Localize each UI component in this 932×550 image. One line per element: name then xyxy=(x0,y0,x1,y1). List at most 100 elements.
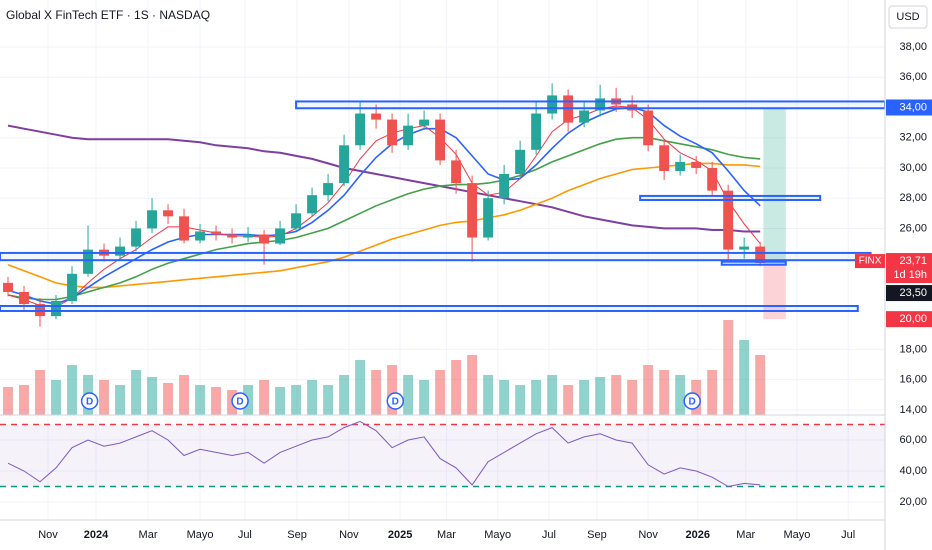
candle-body xyxy=(403,125,414,146)
candle-body xyxy=(147,210,157,229)
candle-body xyxy=(675,161,686,171)
candle-body xyxy=(707,167,718,191)
rsi-line xyxy=(7,420,761,488)
volume-bar xyxy=(163,383,173,415)
volume-bar xyxy=(611,375,622,415)
x-tick-label: Mar xyxy=(139,529,158,541)
dividend-label: D xyxy=(392,397,399,408)
rsi-tick-label: 60,00 xyxy=(899,434,927,446)
volume-bar xyxy=(483,375,494,415)
candle-body xyxy=(51,301,61,317)
candle-body xyxy=(739,246,750,250)
y-tick-label: 14,00 xyxy=(899,404,927,416)
volume-bar xyxy=(547,375,558,415)
dividend-marker[interactable] xyxy=(683,392,701,410)
dividend-marker[interactable] xyxy=(80,392,99,410)
candle-body xyxy=(387,119,398,146)
y-tick-label: 16,00 xyxy=(899,374,927,386)
rsi-band xyxy=(0,424,885,487)
y-tick-label: 26,00 xyxy=(899,222,927,234)
rsi-tick-label: 20,00 xyxy=(899,496,927,508)
volume-bar xyxy=(211,387,222,415)
moving-average xyxy=(7,136,761,301)
volume-bar xyxy=(115,385,125,415)
candle-body xyxy=(451,160,462,184)
volume-bar xyxy=(723,320,734,415)
candle-body xyxy=(483,198,494,238)
volume-bar xyxy=(195,385,206,415)
level-zone xyxy=(0,304,859,312)
level-zone xyxy=(639,194,822,202)
dividend-label: D xyxy=(86,397,93,408)
volume-bar xyxy=(339,375,350,415)
volume-bar xyxy=(499,380,510,415)
y-tick-label: 18,00 xyxy=(899,343,927,355)
candle-body xyxy=(691,161,702,168)
currency-box[interactable] xyxy=(888,5,928,29)
chart-title: Global X FinTech ETF · 1S · NASDAQ xyxy=(6,8,210,22)
candle-body xyxy=(259,234,270,244)
candle-body xyxy=(227,234,238,238)
candle-body xyxy=(67,273,77,302)
symbol-tag xyxy=(855,254,885,269)
candle-body xyxy=(83,249,93,274)
volume-bar xyxy=(19,385,29,415)
currency[interactable]: USD xyxy=(896,11,919,23)
dividend-label: D xyxy=(236,397,243,408)
x-tick-label: Jul xyxy=(238,529,252,541)
moving-average xyxy=(7,124,761,233)
price-tag xyxy=(886,253,932,284)
candle-body xyxy=(275,228,286,244)
volume-bar xyxy=(131,370,141,415)
dividend-marker[interactable] xyxy=(386,392,405,410)
volume-bar xyxy=(387,365,398,415)
x-tick-label: Nov xyxy=(638,529,658,541)
level-zone xyxy=(0,251,872,262)
rsi-layer xyxy=(0,420,885,488)
candle-body xyxy=(499,174,510,199)
candle-body xyxy=(755,246,766,264)
volume-bar xyxy=(435,370,446,415)
candle-body xyxy=(131,228,141,247)
volume-bar xyxy=(659,370,670,415)
moving-average xyxy=(7,162,761,289)
volume-bar xyxy=(371,370,382,415)
x-tick-label: Mar xyxy=(437,529,456,541)
volume-bar xyxy=(99,380,109,415)
price-tag-label: 34,00 xyxy=(899,101,927,113)
x-tick-label: Nov xyxy=(339,529,359,541)
candle-layer xyxy=(3,83,766,327)
candle-body xyxy=(419,119,430,126)
candle-body xyxy=(531,113,542,150)
price-tag-label: 23,71 xyxy=(899,255,927,267)
x-tick-label: Nov xyxy=(38,529,58,541)
volume-bar xyxy=(275,387,286,415)
volume-bar xyxy=(643,365,654,415)
volume-bar xyxy=(707,370,718,415)
volume-bar xyxy=(739,340,750,415)
x-tick-label: Mar xyxy=(736,529,755,541)
level-zone xyxy=(720,260,787,266)
volume-bar xyxy=(595,377,606,415)
volume-bar xyxy=(515,385,526,415)
volume-bar xyxy=(563,385,574,415)
candle-body xyxy=(307,195,318,214)
price-tag xyxy=(886,285,932,302)
price-tag xyxy=(886,99,932,116)
volume-bar xyxy=(355,360,366,415)
candle-body xyxy=(291,213,302,229)
volume-bar xyxy=(467,355,478,415)
x-tick-label: 2024 xyxy=(84,529,109,541)
dividend-marker[interactable] xyxy=(231,392,249,410)
volume-bar xyxy=(627,380,638,415)
price-tag xyxy=(886,311,932,328)
candle-body xyxy=(643,110,654,146)
x-tick-label: Sep xyxy=(287,529,307,541)
volume-bar xyxy=(51,380,61,415)
volume-bar xyxy=(419,380,430,415)
candle-body xyxy=(579,110,590,123)
symbol-tag-label: FINX xyxy=(859,256,882,267)
volume-bar xyxy=(323,385,334,415)
